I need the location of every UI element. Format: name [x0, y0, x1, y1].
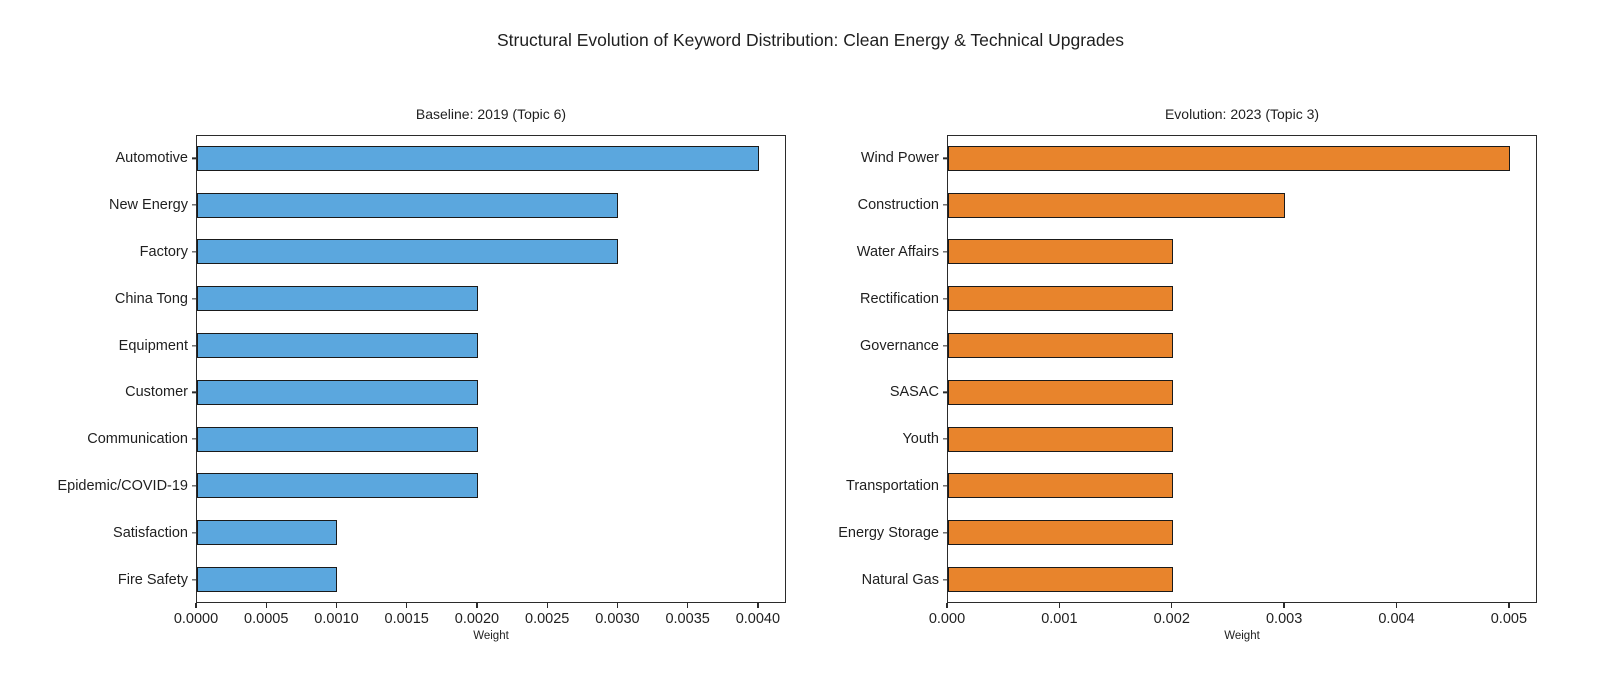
y-tick-mark: [191, 438, 196, 440]
y-axis-label: Wind Power: [860, 150, 939, 167]
bar: [197, 192, 619, 218]
x-tick-label: 0.004: [1378, 611, 1415, 627]
y-tick-mark: [942, 157, 947, 160]
x-tick-label: 0.0000: [173, 611, 219, 627]
bar: [948, 239, 1173, 265]
x-tick-label: 0.000: [928, 611, 966, 627]
y-tick-mark: [191, 532, 196, 534]
bar: [948, 566, 1173, 592]
x-tick-mark: [406, 603, 408, 608]
x-tick-mark: [1058, 603, 1061, 608]
bar: [197, 286, 478, 312]
x-tick-mark: [476, 603, 478, 608]
y-axis-label: Fire Safety: [117, 571, 188, 588]
chart-title: Evolution: 2023 (Topic 3): [1164, 106, 1320, 122]
y-tick-mark: [942, 391, 947, 394]
chart-title: Baseline: 2019 (Topic 6): [415, 106, 567, 122]
y-axis-label: Factory: [139, 244, 188, 260]
y-axis-label: Equipment: [118, 337, 188, 354]
x-tick-mark: [757, 603, 759, 608]
bar: [948, 286, 1173, 312]
bar: [197, 379, 478, 405]
x-tick-label: 0.002: [1153, 611, 1190, 627]
y-axis-label: New Energy: [109, 197, 188, 214]
y-tick-mark: [191, 578, 196, 581]
bar: [197, 145, 759, 171]
y-axis-label: Energy Storage: [838, 524, 939, 541]
y-axis-label: Automotive: [115, 150, 188, 167]
y-axis-label: Satisfaction: [113, 524, 188, 541]
x-tick-mark: [546, 603, 548, 608]
y-tick-mark: [942, 298, 947, 300]
x-tick-mark: [1508, 603, 1510, 608]
y-tick-mark: [942, 251, 947, 253]
x-tick-mark: [1283, 603, 1285, 608]
y-tick-mark: [942, 438, 947, 440]
bar: [197, 566, 338, 592]
x-tick-label: 0.001: [1041, 611, 1078, 627]
y-tick-mark: [191, 344, 196, 347]
x-tick-mark: [195, 603, 197, 608]
bar: [197, 332, 478, 358]
figure-title: Structural Evolution of Keyword Distribu…: [496, 30, 1125, 50]
y-tick-mark: [191, 251, 196, 253]
x-tick-label: 0.0010: [314, 611, 359, 627]
y-axis-label: SASAC: [889, 384, 939, 401]
x-tick-mark: [335, 603, 338, 608]
x-tick-label: 0.0025: [525, 611, 570, 627]
y-axis-label: Natural Gas: [861, 571, 939, 588]
bar: [948, 332, 1173, 358]
bar: [948, 473, 1173, 499]
bar: [197, 239, 619, 265]
y-axis-label: Epidemic/COVID-19: [57, 478, 188, 494]
y-axis-label: Transportation: [846, 478, 939, 494]
y-axis-label: Youth: [902, 431, 939, 448]
x-axis-label: Weight: [1224, 630, 1260, 642]
x-tick-mark: [1171, 603, 1173, 608]
x-tick-mark: [946, 603, 948, 608]
y-tick-mark: [942, 344, 947, 347]
x-tick-mark: [616, 603, 619, 608]
x-tick-label: 0.0035: [665, 611, 710, 627]
bar: [948, 192, 1286, 218]
y-tick-mark: [191, 485, 196, 487]
x-tick-label: 0.0030: [595, 611, 640, 627]
y-axis-label: Communication: [87, 431, 188, 448]
bar: [948, 520, 1173, 546]
x-tick-label: 0.0015: [384, 611, 429, 627]
x-tick-label: 0.005: [1490, 611, 1528, 627]
bar: [197, 426, 478, 452]
x-tick-label: 0.0005: [244, 611, 289, 627]
x-tick-label: 0.003: [1265, 611, 1303, 627]
bar: [948, 379, 1173, 405]
bar: [197, 520, 338, 546]
y-tick-mark: [191, 204, 196, 206]
y-tick-mark: [191, 298, 196, 300]
y-axis-label: Governance: [860, 337, 939, 354]
plot-area: [947, 135, 1537, 603]
x-tick-mark: [265, 603, 267, 608]
y-tick-mark: [191, 157, 196, 160]
y-axis-label: Customer: [125, 384, 188, 401]
x-tick-label: 0.0020: [454, 611, 500, 627]
bar: [948, 145, 1510, 171]
y-axis-label: Water Affairs: [856, 244, 939, 260]
y-axis-label: Rectification: [860, 290, 939, 307]
y-tick-mark: [942, 578, 947, 581]
bar: [197, 473, 478, 499]
x-axis-label: Weight: [473, 630, 509, 642]
y-tick-mark: [942, 532, 947, 534]
y-tick-mark: [191, 391, 196, 394]
y-tick-mark: [942, 204, 947, 206]
x-tick-mark: [1395, 603, 1398, 608]
y-axis-label: Construction: [857, 197, 939, 214]
x-tick-label: 0.0040: [735, 611, 781, 627]
x-tick-mark: [687, 603, 689, 608]
plot-area: [196, 135, 786, 603]
y-axis-label: China Tong: [114, 290, 188, 307]
bar: [948, 426, 1173, 452]
y-tick-mark: [942, 485, 947, 487]
